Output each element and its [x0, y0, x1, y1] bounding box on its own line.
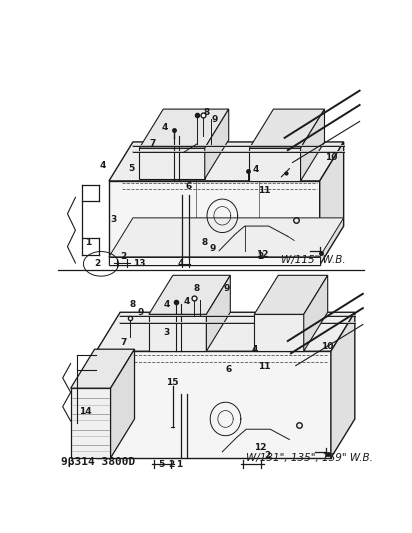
- Text: 2: 2: [120, 252, 126, 261]
- Polygon shape: [71, 349, 134, 388]
- Text: 1: 1: [176, 459, 183, 469]
- Polygon shape: [109, 257, 320, 265]
- Polygon shape: [254, 276, 328, 314]
- Text: 4: 4: [163, 300, 170, 309]
- Text: 8: 8: [203, 108, 209, 117]
- Polygon shape: [96, 312, 355, 351]
- Text: 4: 4: [99, 161, 106, 170]
- Text: 7: 7: [120, 338, 126, 347]
- Polygon shape: [205, 109, 229, 179]
- Polygon shape: [206, 276, 230, 351]
- Text: 12: 12: [254, 443, 267, 452]
- Text: 15: 15: [166, 377, 178, 386]
- Polygon shape: [71, 388, 110, 458]
- Text: 10: 10: [325, 153, 337, 162]
- Text: 14: 14: [79, 408, 91, 416]
- Text: 2: 2: [95, 260, 101, 268]
- Polygon shape: [139, 148, 205, 179]
- Text: W/131", 135", 159" W.B.: W/131", 135", 159" W.B.: [246, 453, 373, 463]
- Text: 10: 10: [321, 342, 334, 351]
- Text: W/115" W.B.: W/115" W.B.: [281, 255, 346, 265]
- Polygon shape: [249, 109, 325, 148]
- Text: 8: 8: [130, 300, 136, 309]
- Text: 9: 9: [211, 115, 218, 124]
- Text: 2: 2: [168, 459, 174, 469]
- Text: 4: 4: [253, 165, 259, 174]
- Text: 9β314 3800D: 9β314 3800D: [61, 457, 135, 467]
- Polygon shape: [249, 148, 301, 181]
- Polygon shape: [96, 351, 331, 458]
- Text: 3: 3: [111, 215, 117, 224]
- Text: 9: 9: [224, 285, 230, 293]
- Polygon shape: [109, 142, 344, 181]
- Text: 4: 4: [184, 297, 190, 306]
- Text: 4: 4: [162, 123, 168, 132]
- Text: 2: 2: [258, 252, 264, 261]
- Polygon shape: [304, 276, 328, 351]
- Text: 12: 12: [256, 251, 269, 259]
- Text: 1: 1: [85, 238, 91, 247]
- Polygon shape: [139, 109, 229, 148]
- Text: 7: 7: [149, 140, 155, 149]
- Polygon shape: [301, 109, 325, 181]
- Text: 9: 9: [138, 308, 144, 317]
- Text: 11: 11: [258, 362, 270, 372]
- Polygon shape: [331, 312, 355, 458]
- Polygon shape: [254, 314, 304, 351]
- Text: 5: 5: [128, 164, 134, 173]
- Text: 4: 4: [251, 345, 258, 354]
- Text: 11: 11: [258, 186, 270, 195]
- Text: 4: 4: [178, 260, 184, 268]
- Text: 8: 8: [194, 285, 200, 293]
- Polygon shape: [110, 349, 134, 458]
- Text: 6: 6: [226, 365, 232, 374]
- Polygon shape: [109, 218, 344, 257]
- Text: 2: 2: [264, 451, 270, 461]
- Text: 8: 8: [201, 238, 208, 247]
- Text: 5: 5: [159, 459, 165, 469]
- Polygon shape: [149, 314, 206, 351]
- Text: 6: 6: [186, 182, 192, 191]
- Polygon shape: [109, 181, 320, 265]
- Text: 13: 13: [133, 260, 145, 268]
- Polygon shape: [320, 142, 344, 265]
- Text: 3: 3: [163, 328, 170, 337]
- Text: 9: 9: [210, 244, 216, 253]
- Polygon shape: [149, 276, 230, 314]
